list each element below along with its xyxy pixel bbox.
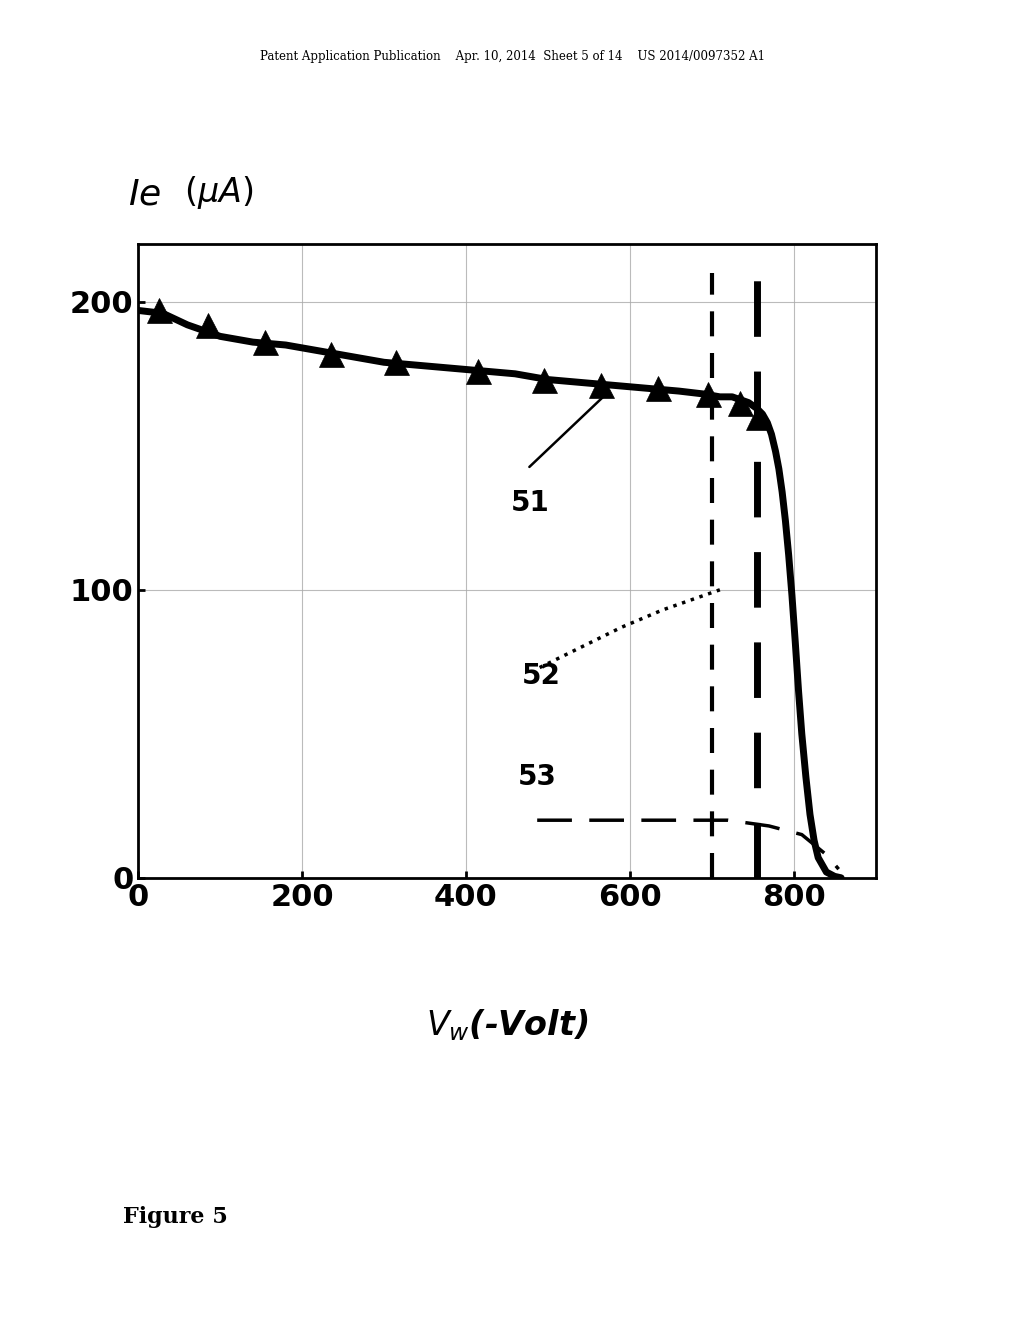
- Text: $\mathit{V_w}$(-Volt): $\mathit{V_w}$(-Volt): [426, 1007, 588, 1043]
- Text: 53: 53: [517, 763, 556, 791]
- Text: $\mathit{Ie}$: $\mathit{Ie}$: [128, 177, 161, 211]
- Text: Figure 5: Figure 5: [123, 1205, 227, 1228]
- Text: 52: 52: [521, 663, 560, 690]
- Text: 51: 51: [511, 490, 550, 517]
- Text: Patent Application Publication    Apr. 10, 2014  Sheet 5 of 14    US 2014/009735: Patent Application Publication Apr. 10, …: [259, 50, 765, 63]
- Text: $(\mu A)$: $(\mu A)$: [184, 174, 254, 211]
